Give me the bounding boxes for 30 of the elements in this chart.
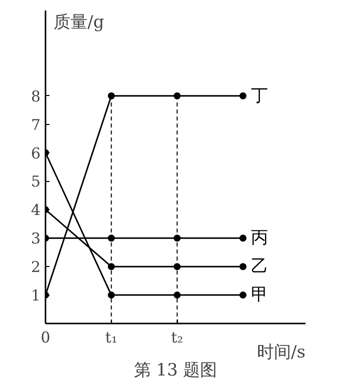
y-tick-label: 6 xyxy=(30,144,41,162)
point xyxy=(108,92,115,100)
x-tick-label: t₁ xyxy=(105,328,118,346)
text: 第 13 题图 xyxy=(134,360,218,380)
point xyxy=(108,263,115,270)
y-tick-label: 5 xyxy=(30,172,41,191)
x-tick-label: 0 xyxy=(40,328,50,346)
point xyxy=(174,292,181,299)
y-tick-label: 1 xyxy=(30,286,41,305)
x-tick-label: t₂ xyxy=(171,328,184,346)
y-tick-label: 7 xyxy=(30,116,41,134)
y-axis-title: 质量/g xyxy=(54,12,104,32)
point xyxy=(239,292,246,299)
y-tick-label: 3 xyxy=(30,230,41,248)
series-label: 丁 xyxy=(250,86,268,106)
series-label: 乙 xyxy=(250,256,268,277)
y-tick-label: 4 xyxy=(30,201,41,220)
point xyxy=(174,263,181,270)
point xyxy=(108,234,115,242)
point xyxy=(108,292,115,299)
point xyxy=(239,92,246,100)
x-axis-title: 时间/s xyxy=(257,342,306,362)
y-tick-label: 2 xyxy=(30,258,41,276)
point xyxy=(174,92,181,100)
point xyxy=(174,234,181,242)
point xyxy=(239,234,246,242)
series-label: 甲 xyxy=(250,285,268,306)
y-tick-label: 8 xyxy=(30,87,41,106)
series-label: 丙 xyxy=(250,228,268,248)
point xyxy=(239,263,246,270)
